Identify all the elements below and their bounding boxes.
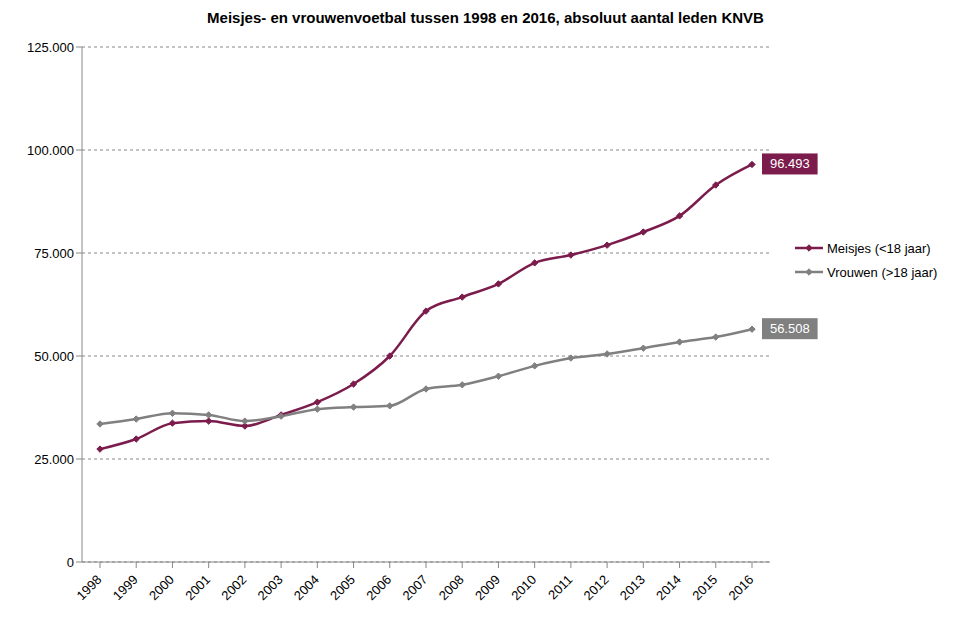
svg-text:1999: 1999 bbox=[110, 572, 141, 603]
svg-text:2003: 2003 bbox=[255, 572, 286, 603]
svg-text:2001: 2001 bbox=[182, 572, 213, 603]
svg-text:100.000: 100.000 bbox=[27, 143, 74, 158]
svg-text:0: 0 bbox=[67, 555, 74, 570]
svg-text:2012: 2012 bbox=[581, 572, 612, 603]
svg-text:2008: 2008 bbox=[436, 572, 467, 603]
svg-text:2016: 2016 bbox=[725, 572, 756, 603]
svg-text:2005: 2005 bbox=[327, 572, 358, 603]
svg-text:2015: 2015 bbox=[689, 572, 720, 603]
svg-text:25.000: 25.000 bbox=[34, 452, 74, 467]
svg-text:125.000: 125.000 bbox=[27, 40, 74, 55]
svg-text:2010: 2010 bbox=[508, 572, 539, 603]
svg-text:75.000: 75.000 bbox=[34, 246, 74, 261]
html-text:Meisjes- en vrouwenvoetbal tus: Meisjes- en vrouwenvoetbal tussen 1998 e… bbox=[207, 9, 764, 26]
svg-text:2011: 2011 bbox=[545, 572, 575, 602]
svg-text:2006: 2006 bbox=[363, 572, 394, 603]
svg-text:2013: 2013 bbox=[617, 572, 648, 603]
svg-text:56.508: 56.508 bbox=[770, 321, 810, 336]
svg-text:2007: 2007 bbox=[399, 572, 430, 603]
svg-text:2002: 2002 bbox=[218, 572, 249, 603]
svg-text:2014: 2014 bbox=[653, 572, 684, 603]
svg-text:2000: 2000 bbox=[146, 572, 177, 603]
svg-text:96.493: 96.493 bbox=[770, 156, 810, 171]
svg-text:50.000: 50.000 bbox=[34, 349, 74, 364]
svg-text:1998: 1998 bbox=[73, 572, 104, 603]
html-text:Vrouwen (>18 jaar): Vrouwen (>18 jaar) bbox=[827, 264, 938, 280]
html-text:Meisjes (<18 jaar): Meisjes (<18 jaar) bbox=[827, 240, 931, 256]
svg-text:2009: 2009 bbox=[472, 572, 503, 603]
svg-text:2004: 2004 bbox=[291, 572, 322, 603]
